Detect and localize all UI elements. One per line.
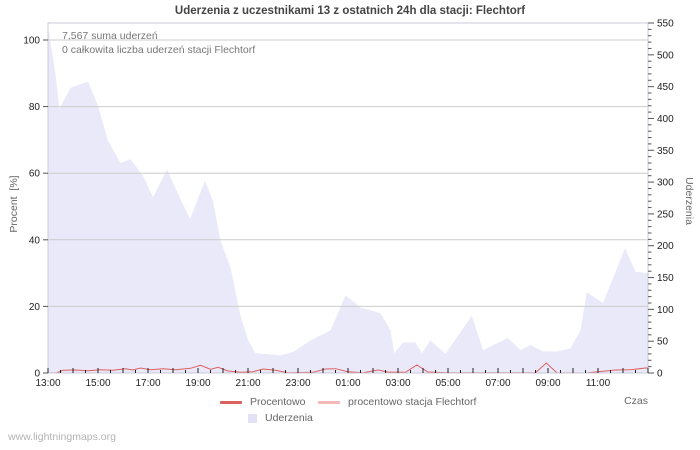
annotation-sum-strikes: 7,567 suma uderzeń — [62, 30, 158, 42]
x-tick-label: 01:00 — [335, 378, 360, 389]
legend-label-procentowo: Procentowo — [250, 396, 306, 408]
left-tick-label: 20 — [29, 302, 41, 313]
left-tick-label: 80 — [29, 102, 41, 113]
legend-label-station: procentowo stacja Flechtorf — [348, 396, 477, 408]
uderzenia-area-swatch — [248, 414, 257, 423]
station-line-swatch — [318, 401, 340, 404]
x-tick-label: 03:00 — [385, 378, 410, 389]
legend-item-procentowo: Procentowo — [220, 396, 305, 408]
legend-item-station: procentowo stacja Flechtorf — [318, 396, 476, 408]
right-tick-label: 400 — [657, 114, 674, 125]
uderzenia-area — [48, 26, 648, 374]
left-tick-label: 60 — [29, 169, 41, 180]
x-tick-label: 09:00 — [535, 378, 560, 389]
right-tick-label: 550 — [657, 19, 674, 30]
right-tick-label: 300 — [657, 178, 674, 189]
right-tick-label: 200 — [657, 241, 674, 252]
left-tick-label: 100 — [23, 36, 40, 47]
right-tick-label: 250 — [657, 209, 674, 220]
x-tick-label: 21:00 — [235, 378, 260, 389]
right-tick-label: 0 — [657, 369, 663, 380]
x-tick-label: 23:00 — [285, 378, 310, 389]
legend-label-uderzenia: Uderzenia — [265, 412, 313, 424]
procentowo-line-swatch — [220, 401, 242, 404]
x-tick-label: 15:00 — [85, 378, 110, 389]
right-tick-label: 350 — [657, 146, 674, 157]
right-tick-label: 50 — [657, 337, 669, 348]
left-axis-title: Procent [%] — [8, 175, 20, 233]
legend-item-uderzenia: Uderzenia — [248, 412, 313, 424]
chart-title: Uderzenia z uczestnikami 13 z ostatnich … — [174, 5, 526, 17]
x-tick-label: 11:00 — [586, 378, 611, 389]
x-tick-label: 17:00 — [135, 378, 160, 389]
x-tick-label: 05:00 — [435, 378, 460, 389]
right-tick-label: 450 — [657, 82, 674, 93]
left-tick-label: 40 — [29, 235, 41, 246]
x-tick-label: 07:00 — [485, 378, 510, 389]
right-tick-label: 150 — [657, 273, 674, 284]
x-tick-label: 19:00 — [185, 378, 210, 389]
x-tick-label: 13:00 — [35, 378, 60, 389]
right-axis-title: Uderzenia — [683, 177, 695, 225]
watermark: www.lightningmaps.org — [8, 431, 116, 443]
annotation-station-total: 0 całkowita liczba uderzeń stacji Flecht… — [62, 44, 256, 56]
right-tick-label: 100 — [657, 305, 674, 316]
left-tick-label: 0 — [34, 369, 40, 380]
right-tick-label: 500 — [657, 50, 674, 61]
x-axis-title: Czas — [624, 395, 648, 407]
